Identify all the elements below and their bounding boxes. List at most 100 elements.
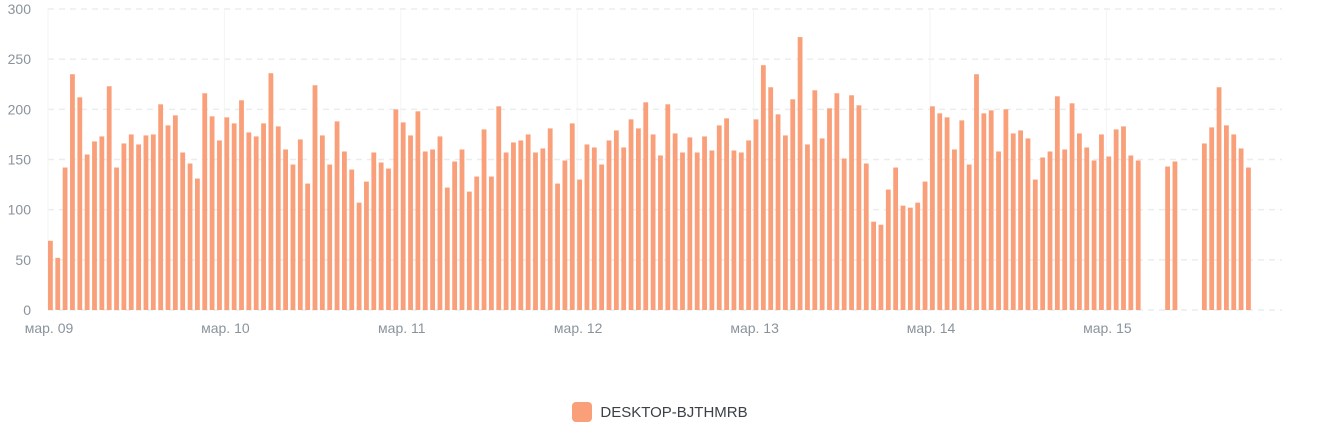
bar[interactable] — [966, 164, 972, 310]
bar[interactable] — [1025, 138, 1031, 310]
bar[interactable] — [937, 113, 943, 310]
bar[interactable] — [613, 130, 619, 310]
bar[interactable] — [1121, 126, 1126, 310]
bar[interactable] — [172, 115, 178, 310]
bar[interactable] — [606, 140, 612, 310]
bar[interactable] — [92, 141, 97, 310]
bar[interactable] — [753, 119, 759, 310]
bar[interactable] — [856, 105, 862, 310]
bar[interactable] — [746, 140, 752, 310]
bar[interactable] — [1062, 149, 1068, 310]
bar[interactable] — [562, 160, 568, 310]
bar[interactable] — [180, 152, 186, 310]
bar[interactable] — [342, 151, 347, 310]
bar[interactable] — [959, 120, 965, 311]
bar[interactable] — [452, 161, 458, 310]
bar[interactable] — [988, 110, 994, 310]
bar[interactable] — [70, 74, 75, 310]
bar[interactable] — [974, 74, 979, 310]
bar[interactable] — [1010, 133, 1016, 310]
bar[interactable] — [672, 133, 678, 310]
bar[interactable] — [834, 93, 840, 310]
bar[interactable] — [327, 164, 333, 310]
bar[interactable] — [1106, 156, 1112, 310]
bar[interactable] — [591, 147, 597, 310]
bar[interactable] — [106, 86, 112, 310]
bar[interactable] — [658, 155, 663, 310]
bar[interactable] — [290, 164, 296, 310]
bar[interactable] — [738, 152, 744, 310]
bar[interactable] — [790, 99, 796, 310]
bar[interactable] — [1238, 148, 1244, 310]
bar[interactable] — [1099, 134, 1104, 310]
bar[interactable] — [489, 176, 494, 310]
bar[interactable] — [48, 240, 53, 310]
bar[interactable] — [1216, 87, 1222, 310]
bar[interactable] — [996, 151, 1001, 310]
bar[interactable] — [1069, 103, 1075, 311]
bar[interactable] — [305, 183, 311, 310]
bar[interactable] — [268, 73, 274, 310]
bar[interactable] — [628, 119, 634, 310]
bar[interactable] — [827, 108, 832, 310]
bar[interactable] — [312, 85, 318, 311]
bar[interactable] — [143, 135, 149, 310]
bar[interactable] — [981, 113, 987, 310]
bar[interactable] — [805, 144, 810, 310]
bar[interactable] — [1135, 160, 1141, 310]
bar[interactable] — [1054, 96, 1060, 310]
bar[interactable] — [55, 257, 61, 310]
bar[interactable] — [1165, 166, 1170, 310]
bar[interactable] — [1128, 155, 1134, 310]
bar[interactable] — [775, 114, 781, 310]
bar[interactable] — [334, 121, 340, 310]
bar[interactable] — [650, 134, 656, 310]
bar[interactable] — [665, 104, 671, 310]
bar[interactable] — [1084, 147, 1090, 310]
bar[interactable] — [356, 202, 362, 310]
bar[interactable] — [849, 95, 854, 310]
bar[interactable] — [400, 122, 406, 310]
bar[interactable] — [364, 181, 369, 310]
bar[interactable] — [217, 140, 222, 310]
bar[interactable] — [1224, 125, 1229, 311]
bar[interactable] — [378, 162, 384, 310]
bar[interactable] — [812, 90, 818, 311]
bar[interactable] — [1113, 129, 1119, 310]
bar[interactable] — [1077, 133, 1082, 310]
bar[interactable] — [459, 149, 465, 310]
bar[interactable] — [99, 136, 105, 310]
bar[interactable] — [444, 187, 450, 310]
bar[interactable] — [393, 109, 399, 310]
bar[interactable] — [694, 152, 700, 310]
bar[interactable] — [783, 135, 788, 310]
bar[interactable] — [893, 167, 899, 310]
bar[interactable] — [915, 202, 921, 310]
bar[interactable] — [687, 137, 693, 310]
bar[interactable] — [1032, 179, 1038, 310]
bar[interactable] — [599, 164, 605, 310]
bar[interactable] — [1246, 167, 1251, 310]
bar[interactable] — [636, 128, 641, 310]
bar[interactable] — [930, 106, 935, 310]
bar[interactable] — [150, 134, 156, 310]
bar[interactable] — [1018, 130, 1023, 310]
bar[interactable] — [643, 102, 649, 310]
bar[interactable] — [952, 149, 957, 310]
bar[interactable] — [878, 224, 884, 310]
bar[interactable] — [246, 132, 252, 310]
bar[interactable] — [1209, 127, 1215, 310]
bar[interactable] — [518, 140, 524, 310]
bar[interactable] — [371, 152, 377, 310]
bar[interactable] — [731, 150, 737, 310]
bar[interactable] — [121, 143, 127, 310]
bar[interactable] — [863, 163, 869, 310]
bar[interactable] — [408, 135, 413, 310]
bar[interactable] — [187, 163, 193, 310]
bar[interactable] — [702, 136, 707, 310]
bar[interactable] — [128, 134, 134, 310]
bar[interactable] — [202, 93, 208, 310]
bar[interactable] — [415, 111, 421, 310]
bar[interactable] — [224, 117, 230, 310]
bar[interactable] — [136, 144, 141, 310]
